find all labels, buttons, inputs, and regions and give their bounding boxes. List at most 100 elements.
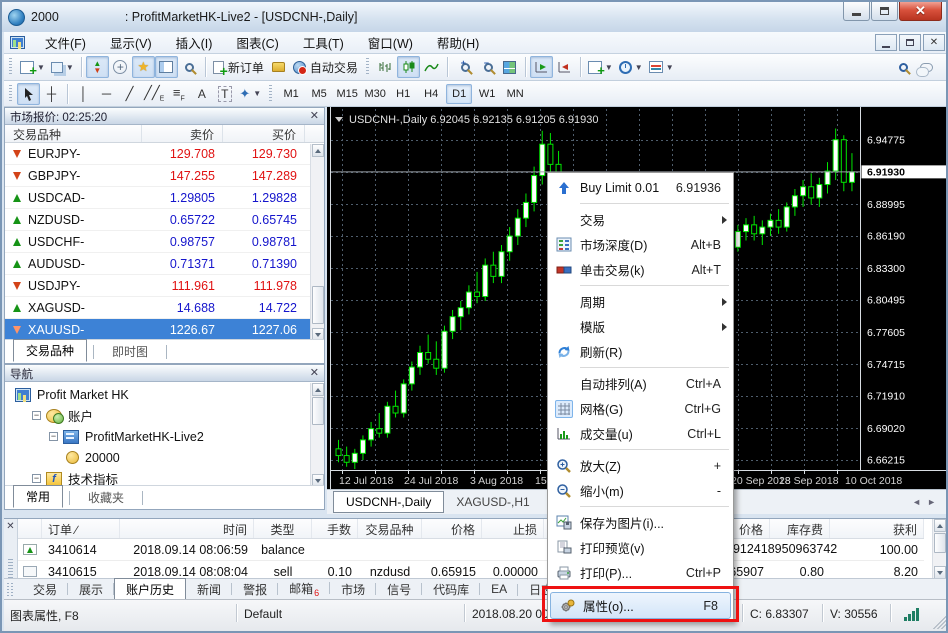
market-watch-tab-1[interactable]: 即时图 <box>112 345 149 359</box>
market-watch-column-2[interactable]: 买价 <box>223 125 305 142</box>
chart-shift-button[interactable] <box>553 56 576 78</box>
market-watch-row[interactable]: USDCHF- 0.98757 0.98781 <box>5 231 324 253</box>
context-menu-item-刷新-R-[interactable]: 刷新(R) <box>548 339 733 364</box>
orders-column-5[interactable]: 价格 <box>422 519 482 538</box>
channel-tool-button[interactable]: ╱╱E <box>144 84 165 103</box>
terminal-scrollbar[interactable] <box>932 519 946 578</box>
market-watch-row[interactable]: GBPJPY- 147.255 147.289 <box>5 165 324 187</box>
orders-column-10[interactable]: 库存费 <box>770 519 830 538</box>
line-chart-button[interactable] <box>420 56 443 78</box>
terminal-tab-交易[interactable]: 交易 <box>22 579 69 600</box>
market-watch-column-1[interactable]: 卖价 <box>142 125 223 142</box>
close-icon[interactable]: ✕ <box>309 110 319 122</box>
terminal-tab-展示[interactable]: 展示 <box>68 579 115 600</box>
tree-item[interactable]: − ProfitMarketHK-Live2 <box>5 426 324 447</box>
zoom-out-button[interactable]: − <box>475 56 498 78</box>
order-row[interactable]: 3410615 2018.09.14 08:08:04 sell 0.10 nzdusd… <box>18 561 924 578</box>
period-button-M1[interactable]: M1 <box>283 87 299 100</box>
navigator-scrollbar[interactable] <box>310 383 324 487</box>
new-order-button[interactable]: 新订单 <box>210 56 267 79</box>
auto-scroll-button[interactable] <box>529 56 553 78</box>
cursor-tool-button[interactable] <box>17 82 40 105</box>
context-menu-item-单击交易-k-[interactable]: 单击交易(k) Alt+T <box>548 257 733 282</box>
market-watch-toggle-button[interactable]: ▲ ▼ <box>85 56 109 78</box>
status-profile[interactable]: Default <box>244 607 283 621</box>
vertical-line-tool-button[interactable]: │ <box>79 86 88 101</box>
period-button-D1[interactable]: D1 <box>446 83 473 104</box>
chart-tab-0[interactable]: USDCNH-,Daily <box>333 491 445 513</box>
menu-item-插入I[interactable]: 插入(I) <box>175 37 213 51</box>
child-close-button[interactable]: ✕ <box>923 34 945 51</box>
terminal-tabs-grip[interactable] <box>7 583 15 596</box>
orders-column-1[interactable]: 时间 <box>120 519 254 538</box>
fibonacci-tool-button[interactable]: ≡F <box>172 84 185 103</box>
market-watch-row[interactable]: NZDUSD- 0.65722 0.65745 <box>5 209 324 231</box>
period-button-W1[interactable]: W1 <box>478 87 496 100</box>
resize-grip[interactable] <box>933 616 946 629</box>
child-restore-button[interactable] <box>899 34 921 51</box>
toolbar-grip[interactable] <box>9 58 12 76</box>
context-menu-item-周期[interactable]: 周期 <box>548 289 733 314</box>
market-watch-scrollbar[interactable] <box>310 144 324 341</box>
navigator-toggle-button[interactable]: ★ <box>131 56 155 78</box>
context-menu-item-保存为图片-i-[interactable]: 保存为图片(i)... <box>548 510 733 535</box>
orders-column-0[interactable]: 订单 ∕ <box>42 519 120 538</box>
context-menu-item-交易[interactable]: 交易 <box>548 207 733 232</box>
text-label-tool-button[interactable]: T <box>213 83 236 105</box>
orders-column-2[interactable]: 类型 <box>254 519 312 538</box>
market-watch-row[interactable]: AUDUSD- 0.71371 0.71390 <box>5 253 324 275</box>
child-minimize-button[interactable] <box>875 34 897 51</box>
market-watch-column-0[interactable]: 交易品种 <box>5 125 142 142</box>
market-watch-tab-0[interactable]: 交易品种 <box>13 339 88 362</box>
restore-button[interactable] <box>871 2 898 21</box>
tree-item[interactable]: − 账户 <box>5 405 324 426</box>
chart-tab-1[interactable]: XAGUSD-,H1 <box>456 495 530 509</box>
profiles-button[interactable]: ▼ <box>48 56 77 78</box>
period-button-H1[interactable]: H1 <box>396 87 411 100</box>
menu-item-工具T[interactable]: 工具(T) <box>302 37 344 51</box>
bar-chart-button[interactable] <box>374 56 397 78</box>
terminal-tab-账户历史[interactable]: 账户历史 <box>114 577 187 601</box>
period-button-H4[interactable]: H4 <box>424 87 439 100</box>
context-menu-item-打印-P-[interactable]: 打印(P)... Ctrl+P <box>548 560 733 585</box>
tile-windows-button[interactable] <box>498 56 521 78</box>
orders-column-11[interactable]: 获利 <box>830 519 924 538</box>
orders-column-9[interactable]: 价格 <box>702 519 770 538</box>
close-icon[interactable]: ✕ <box>6 521 15 532</box>
context-menu-item-Buy-Limit-0-01[interactable]: Buy Limit 0.01 6.91936 <box>548 175 733 200</box>
terminal-tab-信号[interactable]: 信号 <box>376 579 423 600</box>
search-button[interactable] <box>892 56 915 78</box>
terminal-tab-EA[interactable]: EA <box>480 580 519 598</box>
market-watch-row[interactable]: EURJPY- 129.708 129.730 <box>5 143 324 165</box>
toolbar-grip[interactable] <box>9 84 12 103</box>
minimize-button[interactable] <box>843 2 870 21</box>
chat-button[interactable] <box>915 56 938 78</box>
tree-item[interactable]: 20000 <box>5 447 324 468</box>
orders-column-3[interactable]: 手数 <box>312 519 358 538</box>
context-menu-item-自动排列-A-[interactable]: 自动排列(A) Ctrl+A <box>548 371 733 396</box>
context-menu-item-打印预览-v-[interactable]: 打印预览(v) <box>548 535 733 560</box>
trendline-tool-button[interactable]: ╱ <box>125 85 134 101</box>
menu-item-图表C[interactable]: 图表(C) <box>236 37 279 51</box>
context-menu-item-缩小-m-[interactable]: 缩小(m) - <box>548 478 733 503</box>
period-button-M30[interactable]: M30 <box>364 87 386 100</box>
tree-expander-icon[interactable]: − <box>49 431 58 441</box>
terminal-tab-代码库[interactable]: 代码库 <box>422 579 481 600</box>
tree-item[interactable]: Profit Market HK <box>5 384 324 405</box>
shapes-tool-button[interactable]: ✦ ▼ <box>239 85 262 101</box>
toolbar-grip[interactable] <box>365 58 369 76</box>
terminal-toggle-button[interactable] <box>154 56 178 78</box>
order-row[interactable]: 3410614 2018.09.14 08:06:59 balance 100.00 <box>18 539 924 561</box>
data-window-button[interactable] <box>109 56 132 78</box>
market-watch-row[interactable]: XAUUSD- 1226.67 1227.06 <box>5 319 324 341</box>
toolbar-grip[interactable] <box>269 84 273 103</box>
period-button-M15[interactable]: M15 <box>336 87 358 100</box>
new-chart-button[interactable]: ▼ <box>17 56 48 78</box>
orders-table-header[interactable]: 订单 ∕时间类型手数交易品种价格止损止盈时间价格库存费获利 <box>18 519 924 539</box>
indicators-list-button[interactable]: ▼ <box>585 56 616 78</box>
market-watch-row[interactable]: USDCAD- 1.29805 1.29828 <box>5 187 324 209</box>
close-icon[interactable]: ✕ <box>309 367 319 379</box>
navigator-tab-0[interactable]: 常用 <box>13 485 64 508</box>
menu-item-文件F[interactable]: 文件(F) <box>45 37 86 51</box>
terminal-grip[interactable] <box>8 559 13 578</box>
